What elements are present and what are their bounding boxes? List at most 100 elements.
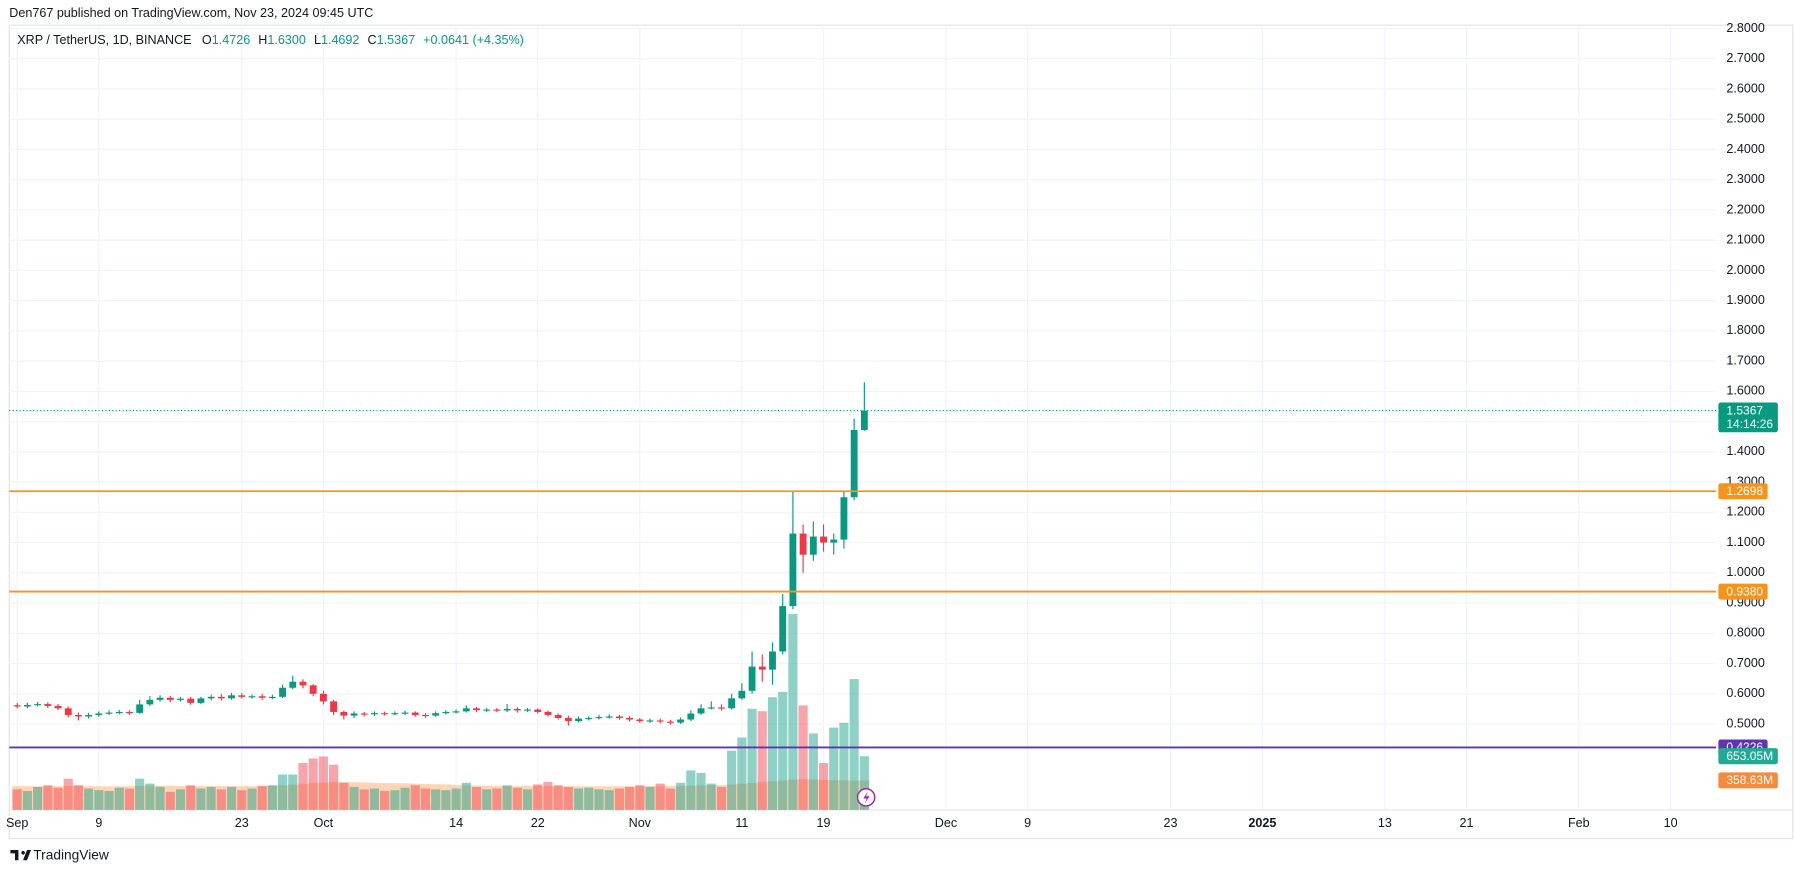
candle-body [493,709,501,711]
candle-body [350,713,358,716]
volume-bar [522,789,533,810]
x-tick-label: Feb [1568,816,1590,830]
candle-body [360,713,368,715]
candle-body [748,666,756,691]
volume-bar [145,783,155,810]
brand-mark[interactable] [10,849,32,861]
volume-bar [206,786,216,810]
volume-bar [676,782,686,810]
candle-body [840,497,848,540]
volume-bar [94,790,104,810]
y-tick-label: 0.7000 [1726,656,1764,670]
volume-bar [686,770,696,810]
x-tick-label: 23 [235,816,249,830]
candles [13,382,868,726]
volume-bar [63,778,73,810]
candle-body [585,718,593,720]
x-tick-label: 19 [817,816,831,830]
volume-bar [318,756,328,810]
legend-change: +0.0641 (+4.35%) [423,34,524,48]
volume-bar [298,763,308,810]
event-icon-bolt[interactable] [863,791,870,804]
candle-body [534,709,542,712]
candle-body [64,708,72,715]
volume-bar [716,786,727,810]
y-tick-label: 2.8000 [1726,21,1764,35]
candle-body [299,681,307,686]
y-tick-label: 0.8000 [1726,626,1764,640]
y-tick-label: 1.7000 [1726,353,1764,367]
volume-bar [737,737,747,810]
volume-bar [502,785,512,810]
candle-body [370,713,378,715]
volume-bar [471,786,482,810]
volume-bar [859,756,869,810]
y-tick-label: 1.0000 [1726,565,1764,579]
candle-body [411,712,419,715]
level-tag [1718,583,1768,600]
candle-body [228,695,235,699]
y-tick-label: 2.6000 [1726,81,1764,95]
level-tag [1718,483,1768,500]
volume-bar [53,787,63,810]
y-tick-label: 1.2000 [1726,505,1764,519]
event-icon[interactable] [856,788,876,807]
legend-c-label: C [368,34,377,48]
levels [9,409,1717,749]
x-tick-label: 11 [735,816,748,830]
legend-close: 1.5367 [377,34,415,48]
volume-bar [186,785,196,810]
candle-body [422,714,429,717]
candle-body [769,651,776,670]
volume-bar [829,727,839,810]
volume-bar [349,786,359,810]
credit: Den767 published on TradingView.com, Nov… [9,6,373,20]
price-tags: 1.26980.93800.42261.536714:14:26653.05M3… [1718,402,1778,789]
volume-bar [226,786,237,810]
candle-body [330,701,338,712]
volume-bar [247,788,257,810]
candle-body [575,718,582,722]
candle-body [666,721,674,723]
candle-body [340,711,348,716]
volume-bar [706,783,716,810]
y-tick-label: 1.6000 [1726,384,1764,398]
candle-body [820,536,827,543]
x-tick-label: 9 [95,816,102,830]
volume-bar [482,789,492,810]
candle-body [830,539,838,543]
volume-bar [451,788,461,810]
candle-body [850,429,858,498]
candle-body [156,697,164,700]
volume-bar [778,691,788,810]
volume-bar [175,789,186,810]
volume-bar [625,786,635,810]
volume-ma-area [12,779,870,810]
brand-logo[interactable] [10,849,32,861]
candle-body [503,708,511,711]
volume-bar [155,786,165,810]
candle-body [554,714,562,719]
volume-bar [216,789,226,810]
volume-bar [73,785,84,810]
volume-bar [839,722,849,810]
volume-bar [420,788,431,810]
brand-name[interactable]: TradingView [33,847,109,862]
grid [9,25,1717,810]
volume-pane [12,614,870,810]
volume-bar [594,789,604,810]
candle-body [85,714,93,717]
volume-bar [757,711,767,810]
candle-body [483,709,491,711]
x-tick-label: 14 [449,816,463,830]
x-tick-label: 13 [1378,816,1392,830]
x-tick-label: 9 [1024,816,1031,830]
volume-bar [410,785,420,810]
candle-body [789,533,797,607]
volume-bar [512,787,522,810]
candle-body [279,687,286,697]
x-tick-label: 23 [1164,816,1178,830]
volume-bar [380,791,390,810]
candle-body [758,666,766,670]
